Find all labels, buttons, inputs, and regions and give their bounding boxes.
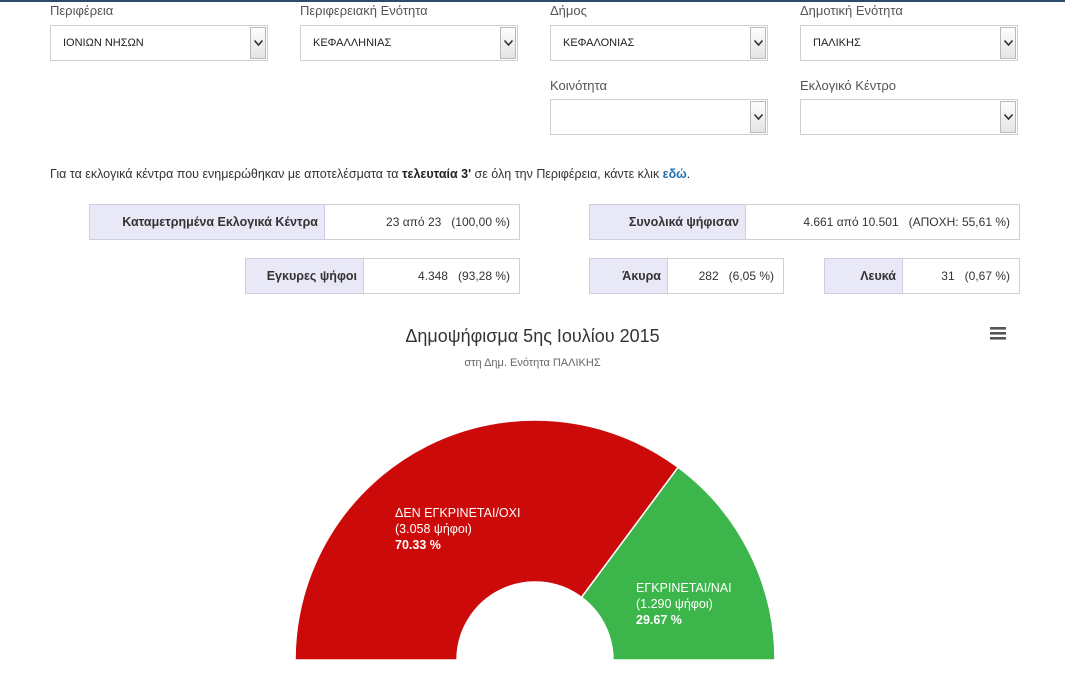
blank-votes-value: 31 (0,67 %) [903,258,1020,294]
blank-votes-stat: Λευκά 31 (0,67 %) [824,258,1020,294]
municipal-unit-select-value: ΠΑΛΙΚΗΣ [813,37,861,49]
filter-label-region: Περιφέρεια [50,3,114,18]
note-middle: σε όλη την Περιφέρεια, κάντε κλικ [471,167,663,181]
filter-label-community: Κοινότητα [550,78,608,93]
chevron-down-icon[interactable] [500,27,516,59]
community-select[interactable] [550,99,768,135]
note-bold: τελευταία 3' [401,167,472,181]
top-border [0,0,1065,2]
pie-slice-1[interactable] [294,419,680,661]
chevron-down-icon[interactable] [1000,101,1016,133]
total-voted-label: Συνολικά ψήφισαν [589,204,746,240]
counted-centers-value: 23 από 23 (100,00 %) [325,204,520,240]
invalid-votes-value: 282 (6,05 %) [668,258,784,294]
valid-votes-stat: Εγκυρες ψήφοι 4.348 (93,28 %) [245,258,520,294]
invalid-votes-stat: Άκυρα 282 (6,05 %) [589,258,784,294]
regional-unit-select[interactable]: ΚΕΦΑΛΛΗΝΙΑΣ [300,25,518,61]
slice-label-votes-label: (1.290 ψήφοι) [636,597,713,611]
slice-label-name: ΔΕΝ ΕΓΚΡΙΝΕΤΑΙ/ΟΧΙ [395,506,520,520]
municipal-unit-select[interactable]: ΠΑΛΙΚΗΣ [800,25,1018,61]
chart-subtitle: στη Δημ. Ενότητα ΠΑΛΙΚΗΣ [464,357,601,369]
filter-label-regional-unit: Περιφερειακή Ενότητα [300,3,428,18]
municipality-select[interactable]: ΚΕΦΑΛΟΝΙΑΣ [550,25,768,61]
invalid-votes-label: Άκυρα [589,258,668,294]
blank-votes-label: Λευκά [824,258,903,294]
slice-label-name: ΕΓΚΡΙΝΕΤΑΙ/ΝΑΙ [636,581,732,595]
chart-title: Δημοψήφισμα 5ης Ιουλίου 2015 [405,326,660,346]
valid-votes-label: Εγκυρες ψήφοι [245,258,364,294]
counted-centers-label: Καταμετρημένα Εκλογικά Κέντρα [89,204,325,240]
hamburger-menu-icon[interactable] [988,324,1010,342]
pie-slice-2[interactable] [580,466,776,661]
regional-unit-select-value: ΚΕΦΑΛΛΗΝΙΑΣ [313,37,392,49]
total-voted-stat: Συνολικά ψήφισαν 4.661 από 10.501 (ΑΠΟΧΗ… [589,204,1020,240]
municipality-select-value: ΚΕΦΑΛΟΝΙΑΣ [563,37,635,49]
polling-center-select[interactable] [800,99,1018,135]
counted-centers-stat: Καταμετρημένα Εκλογικά Κέντρα 23 από 23 … [89,204,520,240]
latest-updates-note: Για τα εκλογικά κέντρα που ενημερώθηκαν … [50,167,690,181]
slice-label-percent-label: 29.67 % [636,613,682,627]
here-link[interactable]: εδώ [662,167,687,181]
slice-label-percent-label: 70.33 % [395,538,441,552]
chevron-down-icon[interactable] [1000,27,1016,59]
region-select-value: ΙΟΝΙΩΝ ΝΗΣΩΝ [63,37,144,49]
note-suffix: . [686,167,691,181]
total-voted-value: 4.661 από 10.501 (ΑΠΟΧΗ: 55,61 %) [746,204,1020,240]
chevron-down-icon[interactable] [750,27,766,59]
filter-label-polling-center: Εκλογικό Κέντρο [800,78,897,93]
chevron-down-icon[interactable] [750,101,766,133]
slice-label-votes-label: (3.058 ψήφοι) [395,522,472,536]
chevron-down-icon[interactable] [250,27,266,59]
region-select[interactable]: ΙΟΝΙΩΝ ΝΗΣΩΝ [50,25,268,61]
valid-votes-value: 4.348 (93,28 %) [364,258,520,294]
filter-label-municipal-unit: Δημοτική Ενότητα [800,3,903,18]
note-prefix: Για τα εκλογικά κέντρα που ενημερώθηκαν … [50,167,402,181]
filter-label-municipality: Δήμος [550,3,587,18]
